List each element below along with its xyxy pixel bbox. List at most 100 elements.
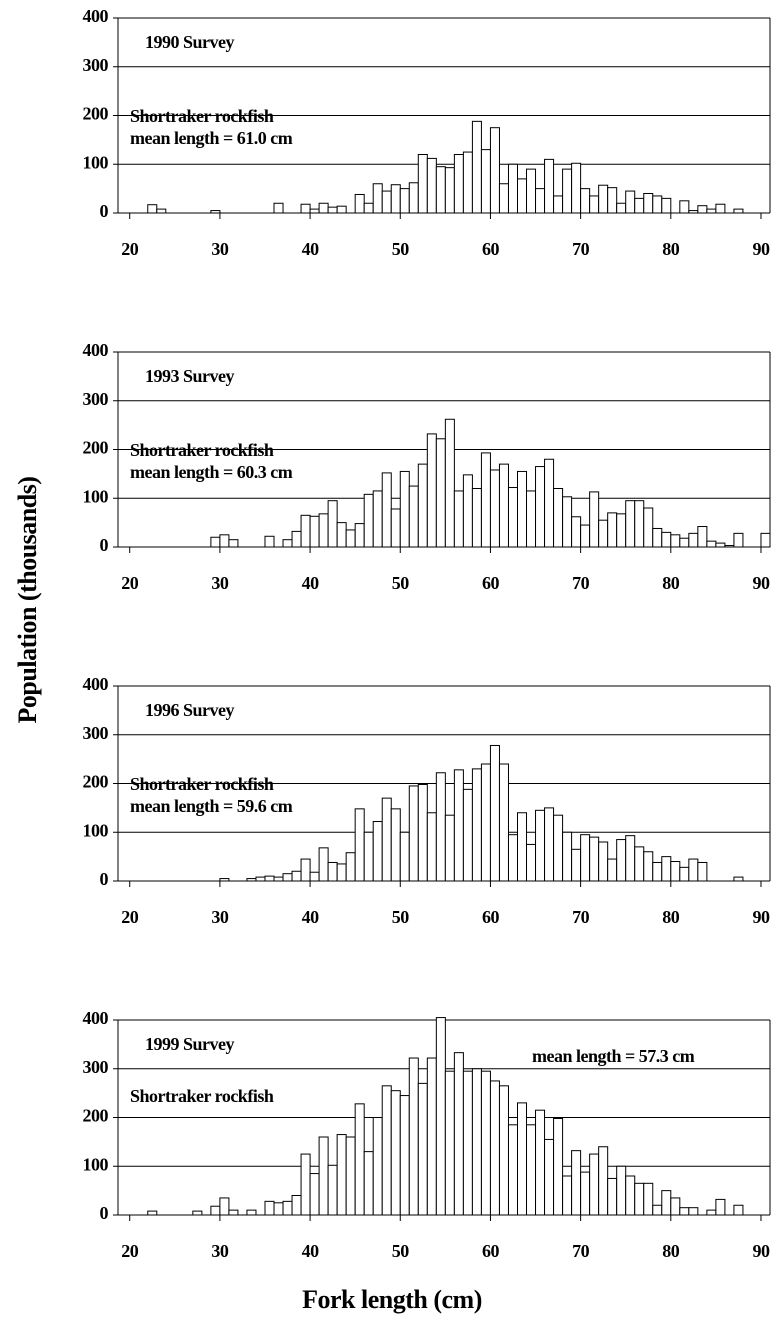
bar — [598, 184, 609, 214]
x-tick-label: 40 — [302, 1241, 320, 1261]
bar — [453, 490, 464, 548]
bar — [147, 1210, 158, 1216]
bar — [309, 515, 320, 548]
x-tick-label: 60 — [482, 573, 500, 593]
bar — [273, 876, 284, 882]
x-tick-label: 50 — [392, 1241, 410, 1261]
annotation: Shortraker rockfish — [130, 774, 274, 794]
bar — [192, 1210, 203, 1216]
bar — [688, 858, 699, 882]
annotation: Shortraker rockfish — [130, 106, 274, 126]
bar — [255, 876, 266, 882]
x-tick-label: 90 — [752, 573, 770, 593]
bar — [643, 193, 654, 214]
bar — [733, 1204, 744, 1216]
bar — [462, 474, 473, 548]
bar — [453, 769, 464, 882]
bar — [282, 873, 293, 882]
bar — [544, 1138, 555, 1216]
bar — [589, 836, 600, 882]
bar — [336, 205, 347, 214]
bar — [156, 208, 167, 214]
bar — [562, 168, 573, 214]
bar — [291, 870, 302, 882]
bar — [336, 863, 347, 882]
x-tick-label: 40 — [302, 907, 320, 927]
bar — [526, 490, 537, 548]
x-tick-label: 90 — [752, 1241, 770, 1261]
x-tick-label: 70 — [572, 573, 590, 593]
bar — [516, 1102, 528, 1216]
bar — [354, 808, 365, 882]
bar — [336, 522, 347, 548]
bar — [408, 485, 419, 548]
bar — [489, 469, 500, 548]
bar — [670, 861, 681, 882]
bar — [390, 184, 401, 214]
bar — [634, 197, 645, 214]
y-tick-label: 200 — [83, 438, 109, 458]
y-tick-label: 100 — [83, 486, 109, 506]
bar — [309, 208, 320, 214]
bar — [399, 831, 410, 882]
y-tick-label: 0 — [100, 1203, 109, 1223]
bar — [516, 812, 528, 882]
bar — [616, 839, 627, 882]
bar — [553, 195, 564, 214]
bar — [607, 858, 618, 882]
bar — [507, 1124, 518, 1216]
x-tick-label: 70 — [572, 239, 590, 259]
x-tick-label: 70 — [572, 907, 590, 927]
bar — [246, 1209, 257, 1216]
annotation: mean length = 60.3 cm — [130, 462, 293, 482]
bar — [526, 843, 537, 882]
bar — [553, 814, 564, 882]
y-tick-label: 300 — [83, 55, 109, 75]
bar — [435, 166, 446, 214]
bar — [435, 1017, 446, 1216]
bar — [273, 202, 284, 214]
panel-title: 1993 Survey — [145, 366, 235, 386]
bar — [444, 814, 455, 882]
bar — [643, 507, 654, 548]
bar — [462, 151, 473, 214]
bar — [228, 539, 239, 548]
x-tick-label: 20 — [121, 573, 139, 593]
bar — [354, 1103, 365, 1216]
panel-title: 1996 Survey — [145, 700, 235, 720]
bar — [435, 438, 446, 548]
bar — [589, 195, 600, 214]
y-tick-label: 400 — [83, 674, 109, 694]
bar — [219, 1197, 230, 1216]
bar — [715, 1198, 726, 1216]
bar — [706, 208, 717, 214]
bar — [300, 858, 311, 882]
bar — [318, 513, 329, 548]
bar — [381, 190, 392, 214]
bar — [408, 182, 419, 214]
bar — [715, 203, 726, 214]
x-tick-label: 80 — [662, 573, 680, 593]
bar — [372, 490, 383, 548]
x-tick-label: 90 — [752, 239, 770, 259]
bar — [462, 1070, 473, 1216]
bar — [489, 1080, 500, 1216]
y-tick-label: 400 — [83, 6, 109, 26]
bar — [661, 856, 672, 882]
annotation: mean length = 59.6 cm — [130, 796, 293, 816]
bar — [291, 530, 302, 548]
bar — [426, 433, 437, 548]
bar — [598, 1146, 609, 1216]
bar — [417, 463, 428, 548]
bar — [318, 847, 329, 882]
bar — [399, 188, 410, 214]
x-tick-label: 50 — [392, 239, 410, 259]
bar — [327, 861, 338, 882]
bar — [553, 1117, 564, 1216]
bar — [489, 127, 500, 214]
panel-title: 1999 Survey — [145, 1034, 235, 1054]
bar — [291, 1195, 302, 1216]
bar — [273, 1202, 284, 1216]
bar — [688, 1207, 699, 1216]
bar — [399, 470, 410, 548]
